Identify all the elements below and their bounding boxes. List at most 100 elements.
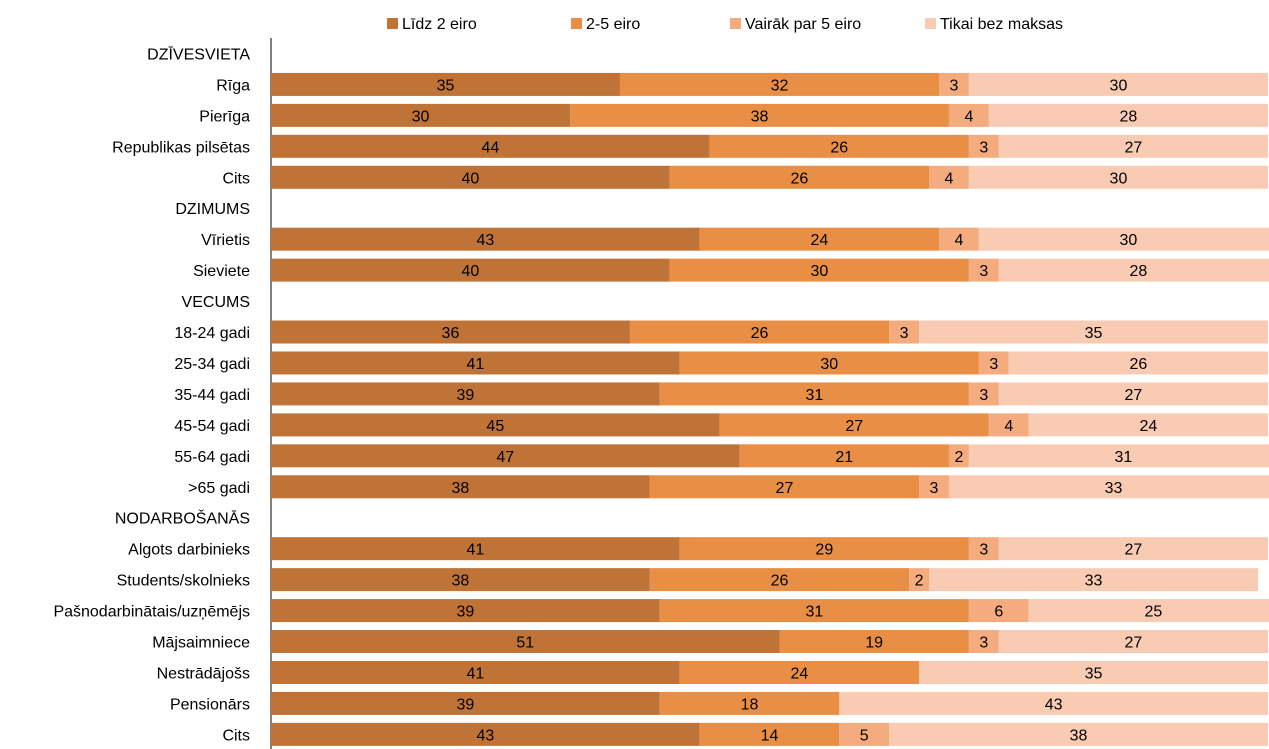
category-label: Sieviete bbox=[193, 263, 250, 280]
group-header-row: DZĪVESVIETA bbox=[147, 45, 250, 63]
data-label: 31 bbox=[805, 604, 823, 621]
bar-segment-tikai-bez-maksas bbox=[998, 382, 1268, 406]
data-label: 24 bbox=[1139, 418, 1157, 435]
bar-segment-2-5-eiro bbox=[619, 72, 939, 96]
data-label: 30 bbox=[1110, 170, 1128, 187]
bar-segment-tikai-bez-maksas bbox=[968, 165, 1268, 189]
bar-segment-vairak-par-5-eiro bbox=[938, 72, 969, 96]
legend-item-2-5-eiro: 2-5 eiro bbox=[571, 16, 640, 33]
data-label: 27 bbox=[776, 480, 794, 497]
bar-row: 18-24 gadi 36 26 3 35 bbox=[174, 320, 1268, 344]
data-label: 28 bbox=[1129, 263, 1147, 280]
data-label: 3 bbox=[930, 480, 939, 497]
data-label: 40 bbox=[462, 170, 480, 187]
data-label: 3 bbox=[979, 263, 988, 280]
category-label: 55-64 gadi bbox=[174, 449, 250, 466]
bar-row: Algots darbinieks 41 29 3 27 bbox=[128, 537, 1268, 561]
category-label: Rīga bbox=[216, 77, 250, 94]
data-label: 32 bbox=[771, 77, 789, 94]
data-label: 33 bbox=[1085, 573, 1103, 590]
bar-segment-vairak-par-5-eiro bbox=[909, 568, 930, 592]
data-label: 26 bbox=[791, 170, 809, 187]
group-header-label: VECUMS bbox=[182, 294, 250, 311]
bar-segment-tikai-bez-maksas bbox=[839, 691, 1268, 715]
data-label: 4 bbox=[964, 108, 973, 125]
bar-segment-2-5-eiro bbox=[659, 691, 840, 715]
legend-label: Tikai bez maksas bbox=[940, 16, 1063, 33]
bar-segment-vairak-par-5-eiro bbox=[929, 165, 969, 189]
category-label: Students/skolnieks bbox=[117, 573, 250, 590]
legend-swatch bbox=[387, 18, 398, 29]
bar-row: Pensionārs 39 18 43 bbox=[170, 691, 1268, 715]
data-label: 29 bbox=[815, 542, 833, 559]
data-label: 27 bbox=[1125, 387, 1143, 404]
data-label: 35 bbox=[1085, 665, 1103, 682]
bar-segment-vairak-par-5-eiro bbox=[968, 382, 999, 406]
legend-label: Vairāk par 5 eiro bbox=[745, 16, 861, 33]
legend-label: Līdz 2 eiro bbox=[402, 16, 477, 33]
bar-segment-2-5-eiro bbox=[719, 413, 989, 437]
data-label: 21 bbox=[835, 449, 853, 466]
data-label: 3 bbox=[949, 77, 958, 94]
bar-segment-vairak-par-5-eiro bbox=[988, 413, 1029, 437]
data-label: 27 bbox=[845, 418, 863, 435]
bar-segment-lidz-2-eiro bbox=[271, 72, 620, 96]
bar-segment-vairak-par-5-eiro bbox=[968, 134, 999, 158]
bar-segment-lidz-2-eiro bbox=[271, 630, 780, 654]
bar-row: Pašnodarbinātais/uzņēmējs 39 31 6 25 bbox=[53, 599, 1269, 623]
data-label: 26 bbox=[1129, 356, 1147, 373]
data-label: 2 bbox=[915, 573, 924, 590]
data-label: 27 bbox=[1125, 139, 1143, 156]
data-label: 38 bbox=[452, 480, 470, 497]
data-label: 27 bbox=[1125, 542, 1143, 559]
bar-segment-2-5-eiro bbox=[669, 165, 930, 189]
data-label: 35 bbox=[1085, 325, 1103, 342]
data-label: 41 bbox=[466, 356, 484, 373]
bar-segment-lidz-2-eiro bbox=[271, 103, 571, 127]
bar-segment-vairak-par-5-eiro bbox=[968, 630, 999, 654]
data-label: 31 bbox=[1115, 449, 1133, 466]
bar-segment-tikai-bez-maksas bbox=[1028, 599, 1269, 623]
data-label: 3 bbox=[900, 325, 909, 342]
category-label: Mājsaimniece bbox=[152, 635, 250, 652]
bar-segment-tikai-bez-maksas bbox=[919, 320, 1268, 344]
bar-segment-tikai-bez-maksas bbox=[998, 134, 1268, 158]
group-header-label: DZĪVESVIETA bbox=[147, 45, 250, 63]
bar-segment-vairak-par-5-eiro bbox=[968, 537, 999, 561]
data-label: 51 bbox=[516, 635, 534, 652]
category-label: 35-44 gadi bbox=[174, 387, 250, 404]
bar-segment-tikai-bez-maksas bbox=[968, 72, 1268, 96]
bar-row: >65 gadi 38 27 3 33 bbox=[188, 475, 1269, 499]
bar-segment-tikai-bez-maksas bbox=[919, 660, 1268, 684]
data-label: 39 bbox=[457, 604, 475, 621]
data-label: 27 bbox=[1125, 635, 1143, 652]
data-label: 45 bbox=[486, 418, 504, 435]
data-label: 33 bbox=[1105, 480, 1123, 497]
bar-segment-tikai-bez-maksas bbox=[998, 537, 1268, 561]
bar-segment-vairak-par-5-eiro bbox=[889, 320, 920, 344]
bar-segment-vairak-par-5-eiro bbox=[948, 444, 969, 468]
bar-segment-2-5-eiro bbox=[709, 134, 969, 158]
bar-segment-2-5-eiro bbox=[739, 444, 949, 468]
data-label: 5 bbox=[860, 727, 869, 744]
bar-segment-lidz-2-eiro bbox=[271, 258, 670, 282]
group-header-row: VECUMS bbox=[182, 294, 250, 311]
data-label: 38 bbox=[1070, 727, 1088, 744]
bar-segment-lidz-2-eiro bbox=[271, 227, 700, 251]
bar-segment-2-5-eiro bbox=[649, 475, 920, 499]
bar-segment-2-5-eiro bbox=[679, 537, 969, 561]
data-label: 4 bbox=[945, 170, 954, 187]
data-label: 3 bbox=[979, 635, 988, 652]
category-label: Republikas pilsētas bbox=[112, 139, 250, 156]
bar-row: 45-54 gadi 45 27 4 24 bbox=[174, 413, 1268, 437]
category-label: Pensionārs bbox=[170, 696, 250, 713]
category-label: Nestrādājošs bbox=[157, 665, 250, 682]
data-label: 43 bbox=[476, 727, 494, 744]
data-label: 38 bbox=[751, 108, 769, 125]
bar-segment-lidz-2-eiro bbox=[271, 537, 680, 561]
data-label: 19 bbox=[865, 635, 883, 652]
bar-segment-2-5-eiro bbox=[669, 258, 969, 282]
bar-row: 35-44 gadi 39 31 3 27 bbox=[174, 382, 1268, 406]
bar-segment-2-5-eiro bbox=[779, 630, 969, 654]
